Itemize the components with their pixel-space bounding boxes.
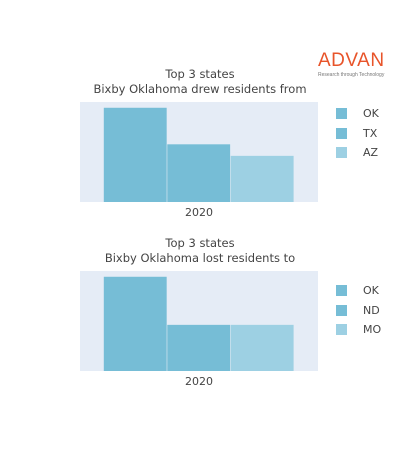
chart-1-plot: 2020 xyxy=(80,102,318,219)
chart-2-subtitle: Bixby Oklahoma lost residents to xyxy=(104,251,296,265)
legend-label: OK xyxy=(363,284,379,298)
bar-mo xyxy=(230,324,294,371)
bar-az xyxy=(230,155,294,202)
legend-label: MO xyxy=(363,323,382,337)
legend-label: ND xyxy=(363,303,380,317)
legend-item-tx[interactable]: TX xyxy=(336,124,379,144)
legend-item-mo[interactable]: MO xyxy=(336,320,381,340)
legend-swatch xyxy=(336,108,347,120)
bar-tx xyxy=(167,144,231,202)
bar-ok xyxy=(103,107,167,202)
legend-swatch xyxy=(336,285,347,297)
logo-wordmark: ADVAN xyxy=(318,50,385,71)
legend-swatch xyxy=(336,324,347,336)
legend-item-ok[interactable]: OK xyxy=(336,281,381,301)
logo-tagline: Research through Technology xyxy=(318,72,385,78)
x-tick-label: 2020 xyxy=(185,206,213,219)
legend-label: AZ xyxy=(363,146,379,160)
chart-2-title-block: Top 3 states Bixby Oklahoma lost residen… xyxy=(60,236,340,266)
legend-swatch xyxy=(336,304,347,316)
chart-2-title: Top 3 states xyxy=(165,236,235,250)
legend-item-ok[interactable]: OK xyxy=(336,104,379,124)
chart-1-subtitle: Bixby Oklahoma drew residents from xyxy=(93,82,307,96)
legend-swatch xyxy=(336,147,347,159)
legend-item-az[interactable]: AZ xyxy=(336,143,379,163)
bar-nd xyxy=(167,324,231,371)
chart-1-title-block: Top 3 states Bixby Oklahoma drew residen… xyxy=(60,67,340,97)
chart-1-legend: OK TX AZ xyxy=(336,104,379,163)
chart-1-title: Top 3 states xyxy=(165,67,235,81)
legend-swatch xyxy=(336,127,347,139)
x-tick-label: 2020 xyxy=(185,375,213,388)
legend-item-nd[interactable]: ND xyxy=(336,301,381,321)
bar-ok xyxy=(103,276,167,371)
legend-label: TX xyxy=(363,126,378,140)
chart-2-legend: OK ND MO xyxy=(336,281,381,340)
chart-2-plot: 2020 xyxy=(80,271,318,388)
legend-label: OK xyxy=(363,107,379,121)
advan-logo: ADVAN Research through Technology xyxy=(318,50,400,80)
